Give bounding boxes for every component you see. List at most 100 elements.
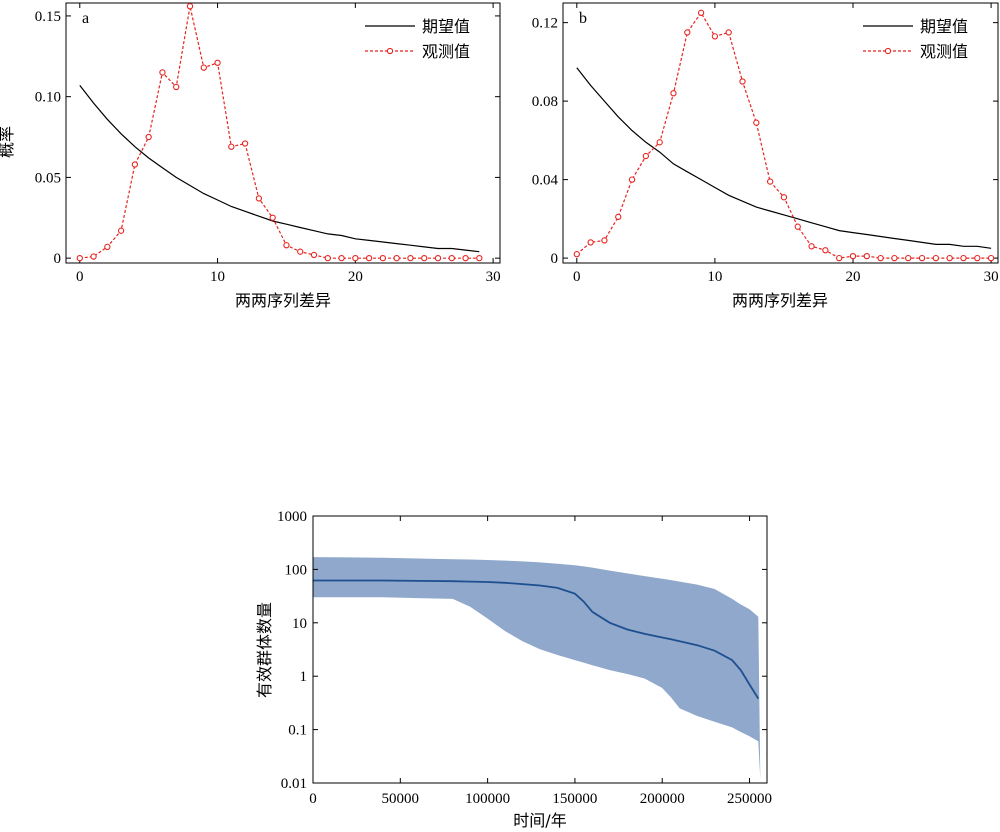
legend-swatch-marker (884, 47, 892, 55)
y-tick-label: 0.10 (35, 90, 61, 106)
data-point (214, 59, 221, 66)
data-point (587, 239, 594, 246)
y-axis-title: 概率 (0, 126, 16, 158)
data-point (434, 255, 442, 262)
y-tick-label: 0.08 (532, 94, 558, 110)
data-point (283, 242, 290, 249)
x-tick-label: 100000 (465, 791, 510, 807)
data-point (739, 78, 746, 85)
x-tick-label: 250000 (727, 791, 772, 807)
y-tick-label: 0.04 (532, 173, 559, 189)
x-tick-label: 200000 (640, 791, 685, 807)
series-observed (573, 9, 995, 262)
confidence-band (313, 557, 761, 779)
data-point (90, 253, 97, 260)
data-point (255, 195, 263, 202)
data-point (766, 178, 774, 185)
data-point (905, 254, 912, 262)
data-point (918, 254, 926, 262)
data-point (76, 255, 83, 262)
y-tick-label: 1 (300, 669, 308, 685)
y-axis-title: 有效群体数量 (255, 602, 274, 698)
data-point (642, 152, 650, 160)
series-line (79, 85, 480, 253)
data-point (656, 139, 663, 146)
data-point (836, 254, 843, 262)
x-tick-label: 20 (348, 269, 363, 285)
data-point (310, 251, 318, 259)
data-point (186, 3, 194, 10)
x-tick-label: 0 (76, 269, 84, 285)
data-point (241, 140, 249, 147)
x-tick-label: 30 (486, 269, 501, 285)
series-expected (79, 85, 480, 253)
y-tick-label: 0.12 (532, 16, 558, 32)
series-line (79, 6, 480, 259)
y-tick-label: 0.05 (35, 170, 61, 186)
panel-label: b (579, 10, 587, 27)
data-point (573, 251, 580, 258)
data-point (338, 255, 345, 262)
legend-label: 期望值 (422, 17, 470, 36)
data-point (628, 176, 636, 183)
data-point (794, 223, 801, 230)
legend-label: 观测值 (422, 42, 470, 61)
series-expected (576, 67, 992, 249)
data-point (780, 194, 788, 201)
y-tick-label: 0 (551, 251, 559, 267)
plot-frame (65, 2, 501, 264)
y-tick-label: 1000 (277, 509, 307, 525)
median-line (313, 579, 760, 700)
plot-frame (562, 2, 999, 264)
data-point (946, 254, 953, 262)
x-tick-label: 30 (984, 269, 999, 285)
legend-label: 观测值 (920, 42, 968, 61)
data-point (932, 254, 940, 262)
x-tick-label: 150000 (552, 791, 597, 807)
data-point (822, 247, 829, 254)
plot-frame (312, 515, 768, 784)
data-point (200, 64, 207, 71)
data-point (891, 254, 898, 262)
x-tick-label: 50000 (382, 791, 420, 807)
data-point (711, 33, 719, 40)
y-tick-label: 100 (285, 562, 308, 578)
data-point (407, 255, 414, 262)
data-point (725, 29, 732, 36)
x-tick-label: 0 (573, 269, 581, 285)
data-point (615, 213, 622, 221)
legend-swatch-marker (386, 47, 394, 55)
data-point (476, 255, 483, 262)
data-point (697, 9, 705, 16)
data-point (228, 143, 235, 150)
data-point (297, 248, 304, 255)
x-tick-label: 10 (210, 269, 225, 285)
series-observed (76, 3, 483, 262)
data-point (104, 243, 111, 251)
data-point (670, 90, 677, 97)
data-point (863, 252, 870, 260)
data-point (601, 237, 608, 244)
y-tick-label: 0.01 (281, 776, 307, 792)
x-axis-title: 两两序列差异 (235, 291, 331, 310)
x-tick-label: 20 (846, 269, 861, 285)
data-point (131, 161, 139, 168)
data-point (379, 255, 387, 262)
y-tick-label: 10 (292, 616, 307, 632)
data-point (324, 255, 331, 262)
x-tick-label: 0 (309, 791, 317, 807)
data-point (421, 255, 428, 262)
data-point (365, 255, 373, 262)
panel-population: 0 50000 100000 150000 200000 250000 0.01 0.1 1 10… (255, 509, 772, 830)
data-point (173, 83, 180, 91)
y-tick-label: 0.1 (288, 723, 307, 739)
x-axis-title: 两两序列差异 (732, 291, 828, 310)
data-point (159, 69, 166, 76)
data-point (808, 243, 815, 250)
data-point (462, 255, 469, 262)
